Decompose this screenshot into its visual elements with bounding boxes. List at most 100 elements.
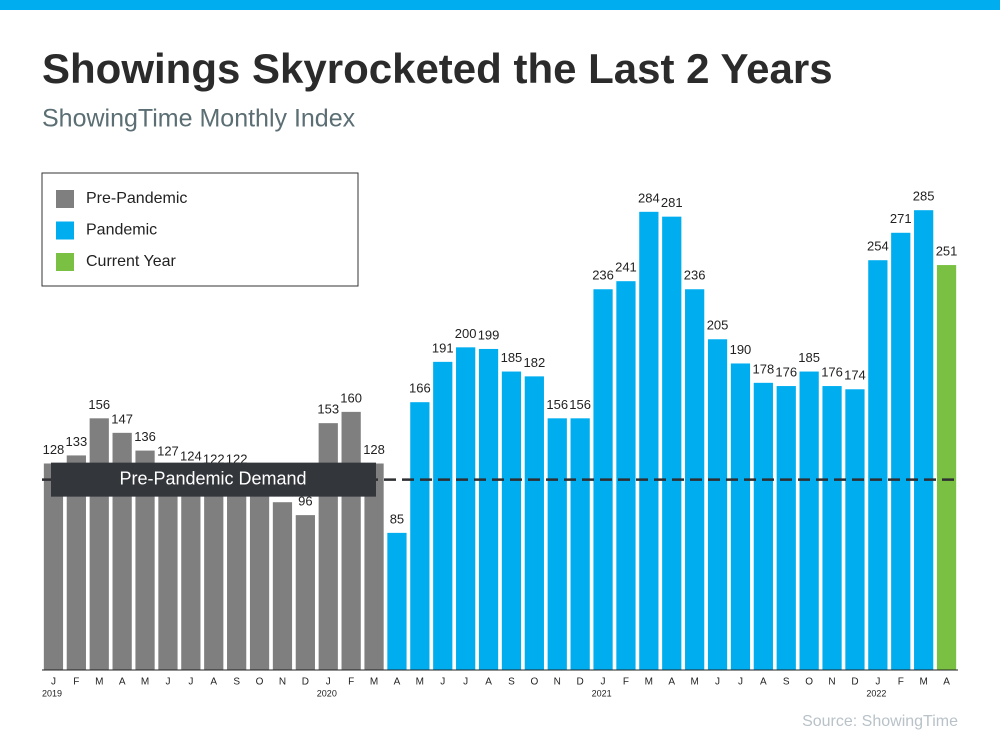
data-label: 254 xyxy=(867,239,889,254)
source: Source: ShowingTime xyxy=(802,713,958,730)
x-tick-label: J xyxy=(51,677,56,688)
x-tick-label: M xyxy=(141,677,149,688)
bar xyxy=(433,361,453,670)
data-label: 178 xyxy=(752,361,774,376)
bar xyxy=(501,371,522,670)
x-tick-label: J xyxy=(326,677,331,688)
bar xyxy=(318,423,338,670)
bar xyxy=(295,515,315,670)
data-label: 281 xyxy=(661,195,683,210)
x-tick-label: A xyxy=(760,677,767,688)
reference-banner xyxy=(51,462,376,497)
data-label: 200 xyxy=(455,326,477,341)
x-tick-label: M xyxy=(370,677,378,688)
data-label: 128 xyxy=(363,442,385,457)
bar xyxy=(66,455,86,670)
bar xyxy=(89,418,109,670)
bar xyxy=(524,376,544,670)
bar xyxy=(845,389,865,670)
x-tick-label: S xyxy=(783,677,790,688)
bar xyxy=(639,211,659,670)
data-label: 153 xyxy=(317,402,339,417)
bar xyxy=(570,418,590,670)
data-label: 185 xyxy=(501,350,523,365)
data-label: 199 xyxy=(478,327,500,342)
x-group-label: 2022 xyxy=(866,688,886,698)
bar xyxy=(891,232,911,670)
data-label: 136 xyxy=(134,429,156,444)
data-label: 185 xyxy=(798,350,820,365)
x-tick-label: F xyxy=(348,677,354,688)
bar xyxy=(410,402,430,670)
x-tick-label: M xyxy=(919,677,927,688)
x-tick-label: F xyxy=(623,677,629,688)
bar xyxy=(204,473,224,670)
x-tick-label: M xyxy=(690,677,698,688)
x-tick-label: J xyxy=(165,677,170,688)
bar xyxy=(936,265,957,670)
bar xyxy=(776,386,796,670)
data-label: 160 xyxy=(340,390,362,405)
data-label: 174 xyxy=(844,368,866,383)
x-tick-label: J xyxy=(738,677,743,688)
x-tick-label: A xyxy=(485,677,492,688)
bar xyxy=(387,532,407,670)
x-tick-label: A xyxy=(394,677,401,688)
x-tick-label: O xyxy=(256,677,264,688)
data-label: 190 xyxy=(730,342,752,357)
x-group-label: 2019 xyxy=(42,688,62,698)
x-tick-label: M xyxy=(416,677,424,688)
data-label: 241 xyxy=(615,260,637,275)
x-group-label: 2020 xyxy=(317,688,337,698)
x-group-label: 2021 xyxy=(592,688,612,698)
x-tick-label: S xyxy=(233,677,240,688)
data-label: 271 xyxy=(890,211,912,226)
x-tick-label: J xyxy=(440,677,445,688)
bar xyxy=(662,216,682,671)
x-tick-label: D xyxy=(577,677,584,688)
bar xyxy=(799,371,819,670)
legend-label: Current Year xyxy=(86,253,177,270)
bar xyxy=(364,463,384,670)
legend-label: Pandemic xyxy=(86,222,157,239)
x-tick-label: J xyxy=(601,677,606,688)
x-tick-label: A xyxy=(119,677,126,688)
bar xyxy=(158,465,178,670)
bar xyxy=(753,382,773,670)
legend-box xyxy=(41,172,359,287)
legend-swatch xyxy=(56,190,74,208)
bar xyxy=(181,469,201,670)
x-tick-label: J xyxy=(875,677,880,688)
data-label: 176 xyxy=(821,364,843,379)
x-tick-label: M xyxy=(95,677,103,688)
data-label: 285 xyxy=(913,189,935,204)
data-label: 124 xyxy=(180,448,202,463)
data-label: 284 xyxy=(638,190,660,205)
reference-label: Pre-Pandemic Demand xyxy=(119,468,306,488)
bar xyxy=(822,386,842,670)
data-label: 191 xyxy=(432,340,454,355)
bar xyxy=(456,347,476,670)
x-tick-label: A xyxy=(943,677,950,688)
legend-swatch xyxy=(56,253,74,271)
data-label: 147 xyxy=(111,411,133,426)
data-label: 96 xyxy=(298,494,312,509)
x-tick-label: D xyxy=(851,677,858,688)
data-label: 205 xyxy=(707,318,729,333)
bar xyxy=(43,463,64,670)
legend-label: Pre-Pandemic xyxy=(86,190,187,207)
bar xyxy=(135,450,155,670)
bar xyxy=(478,348,499,670)
x-tick-label: A xyxy=(210,677,217,688)
top-stripe xyxy=(0,0,1000,10)
data-label: 127 xyxy=(157,444,179,459)
data-label: 182 xyxy=(523,355,545,370)
chart-subtitle: ShowingTime Monthly Index xyxy=(42,105,356,133)
data-label: 166 xyxy=(409,381,431,396)
data-label: 156 xyxy=(569,397,591,412)
bar xyxy=(730,363,751,670)
legend-swatch xyxy=(56,221,74,240)
x-tick-label: N xyxy=(828,677,835,688)
x-tick-label: J xyxy=(463,677,468,688)
